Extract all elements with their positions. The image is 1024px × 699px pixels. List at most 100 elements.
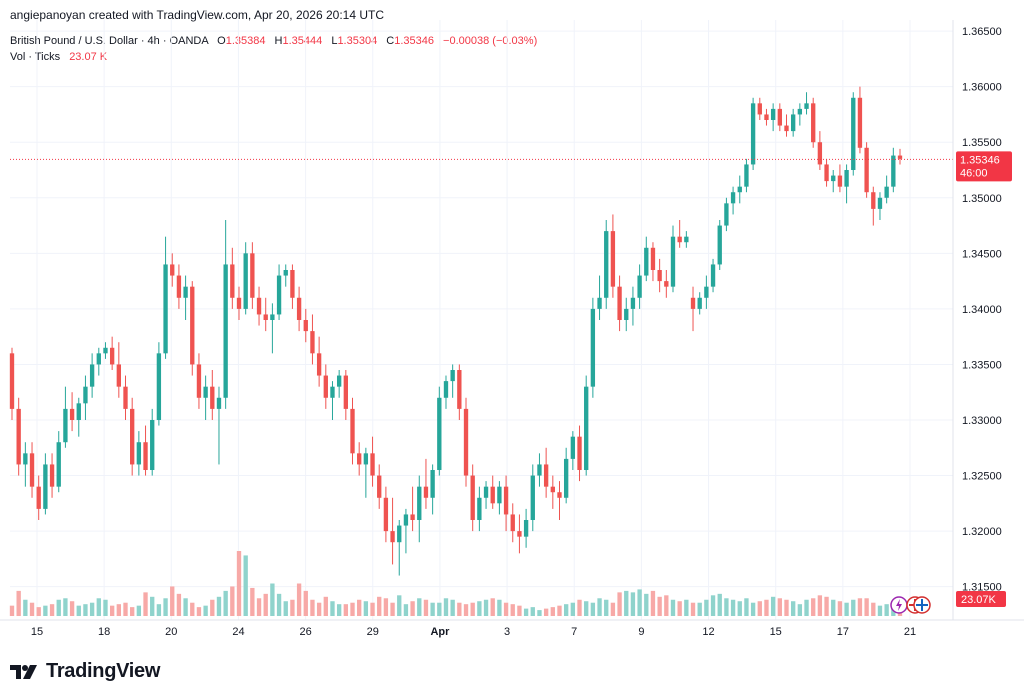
volume-bar bbox=[170, 586, 175, 616]
volume-bar bbox=[109, 605, 115, 616]
candle-body bbox=[377, 475, 382, 498]
candle-body bbox=[624, 308, 629, 320]
volume-bar bbox=[343, 604, 349, 616]
candle-body bbox=[844, 170, 849, 187]
candle-body bbox=[150, 420, 155, 470]
candle-body bbox=[897, 155, 903, 159]
candle-body bbox=[343, 375, 349, 409]
volume-bar bbox=[844, 602, 849, 616]
volume-bar bbox=[316, 602, 322, 616]
candle-body bbox=[470, 475, 475, 520]
volume-bar bbox=[203, 605, 208, 616]
volume-bar bbox=[617, 592, 622, 616]
candle-body bbox=[417, 486, 422, 520]
candle-body bbox=[784, 125, 789, 132]
volume-bar bbox=[183, 598, 188, 616]
volume-bar bbox=[650, 590, 656, 616]
candle-body bbox=[203, 386, 208, 398]
candle-body bbox=[463, 408, 469, 476]
price-chart[interactable]: 1.36500 1.36000 1.35500 1.35000 1.34500 1.340… bbox=[0, 0, 1024, 650]
volume-bar bbox=[330, 601, 335, 616]
volume-bar bbox=[69, 601, 75, 616]
candle-body bbox=[677, 236, 682, 243]
candle-body bbox=[63, 408, 68, 443]
volume-bar bbox=[163, 598, 168, 616]
volume-bar bbox=[423, 599, 429, 616]
candle-body bbox=[530, 475, 535, 520]
brand-logo[interactable]: TradingView bbox=[10, 660, 160, 683]
candle-body bbox=[49, 464, 55, 487]
volume-bar bbox=[296, 583, 302, 616]
candle-body bbox=[163, 264, 168, 354]
candle-body bbox=[717, 225, 722, 265]
volume-bar bbox=[89, 602, 95, 616]
volume-bar bbox=[477, 601, 482, 616]
volume-bar bbox=[791, 601, 796, 616]
time-tick-label: 3 bbox=[504, 626, 510, 638]
volume-bar bbox=[811, 598, 816, 616]
volume-bar bbox=[871, 602, 876, 616]
candle-body bbox=[69, 408, 75, 420]
candle-body bbox=[263, 314, 268, 320]
volume-bar bbox=[370, 602, 375, 616]
candle-body bbox=[744, 164, 749, 187]
price-tick-label: 1.32500 bbox=[962, 471, 1002, 483]
candle-body bbox=[283, 270, 288, 276]
candle-body bbox=[83, 386, 88, 404]
candle-body bbox=[316, 353, 322, 376]
price-tick-label: 1.33500 bbox=[962, 359, 1002, 371]
volume-bar bbox=[530, 607, 535, 616]
time-tick-label: 7 bbox=[571, 626, 577, 638]
candle-body bbox=[891, 155, 896, 187]
volume-bar bbox=[570, 602, 576, 616]
candle-body bbox=[797, 108, 803, 115]
indicator-icons[interactable] bbox=[890, 596, 931, 614]
legend-low-value: 1.35304 bbox=[337, 35, 378, 47]
candle-body bbox=[330, 386, 335, 398]
volume-bar bbox=[283, 601, 288, 616]
price-axis: 1.36500 1.36000 1.35500 1.35000 1.34500 1.340… bbox=[962, 26, 1002, 594]
candle-body bbox=[236, 297, 242, 309]
candle-body bbox=[650, 247, 656, 270]
volume-bar bbox=[630, 592, 636, 616]
legend-symbol[interactable]: British Pound / U.S. Dollar · 4h · OANDA bbox=[10, 35, 209, 47]
volume-bar bbox=[210, 599, 215, 616]
candle-body bbox=[804, 103, 809, 109]
candle-body bbox=[443, 381, 449, 398]
candle-body bbox=[403, 514, 409, 526]
volume-bar bbox=[437, 602, 442, 616]
candle-body bbox=[684, 236, 689, 243]
volume-bar bbox=[770, 596, 776, 616]
time-tick-label: 18 bbox=[98, 626, 110, 638]
candle-body bbox=[831, 175, 836, 182]
candle-body bbox=[383, 497, 389, 532]
volume-bar bbox=[310, 599, 315, 616]
legend-open-value: 1.35384 bbox=[225, 35, 266, 47]
candle-body bbox=[243, 253, 248, 309]
volume-bar bbox=[123, 602, 128, 616]
volume-bar bbox=[16, 590, 21, 616]
candle-body bbox=[216, 397, 222, 409]
price-tick-label: 1.33000 bbox=[962, 415, 1002, 427]
tradingview-logo-icon bbox=[10, 664, 37, 679]
legend-volume-label[interactable]: Vol · Ticks bbox=[10, 51, 61, 63]
volume-bar bbox=[604, 599, 609, 616]
volume-bar bbox=[730, 599, 736, 616]
volume-bar bbox=[190, 602, 195, 616]
volume-bar bbox=[664, 595, 669, 616]
candle-body bbox=[590, 308, 596, 387]
candle-body bbox=[597, 297, 602, 309]
volume-bar bbox=[684, 599, 689, 616]
volume-bar bbox=[584, 601, 589, 616]
candle-body bbox=[143, 442, 148, 470]
time-tick-label: 12 bbox=[702, 626, 714, 638]
candle-body bbox=[824, 164, 829, 182]
volume-bar bbox=[750, 602, 756, 616]
last-price-label: 1.35346 46:00 bbox=[956, 151, 1012, 182]
volume-bar bbox=[470, 602, 475, 616]
candle-body bbox=[276, 275, 282, 315]
volume-bar bbox=[837, 601, 843, 616]
volume-bar bbox=[223, 590, 228, 616]
candle-body bbox=[270, 314, 275, 320]
time-tick-label: Apr bbox=[430, 626, 450, 638]
